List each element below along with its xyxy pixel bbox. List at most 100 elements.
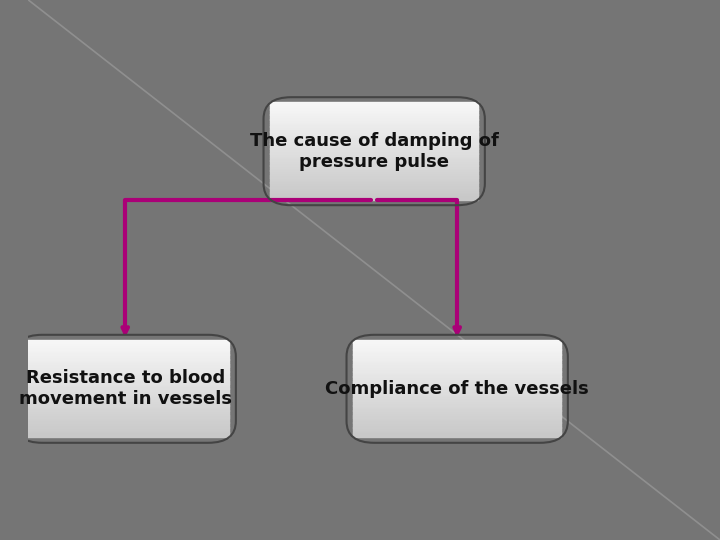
Bar xyxy=(22,383,229,387)
Bar xyxy=(354,395,561,399)
Bar xyxy=(22,408,229,410)
Bar xyxy=(271,119,478,122)
Bar xyxy=(22,427,229,430)
Bar xyxy=(354,434,561,437)
Bar xyxy=(354,354,561,357)
Bar xyxy=(354,352,561,355)
Bar xyxy=(22,410,229,413)
Bar xyxy=(354,398,561,401)
Bar xyxy=(22,340,229,342)
Bar xyxy=(22,349,229,352)
Bar xyxy=(354,386,561,389)
Bar xyxy=(22,356,229,360)
Bar xyxy=(271,151,478,153)
Bar xyxy=(271,156,478,159)
Bar xyxy=(271,112,478,114)
Bar xyxy=(271,122,478,124)
Bar xyxy=(354,342,561,345)
Bar xyxy=(271,158,478,161)
Bar xyxy=(22,403,229,406)
Bar xyxy=(354,345,561,348)
Bar xyxy=(271,163,478,166)
Bar xyxy=(271,143,478,146)
Bar xyxy=(354,379,561,381)
Bar xyxy=(22,369,229,372)
Bar xyxy=(354,410,561,413)
Bar xyxy=(22,366,229,369)
Bar xyxy=(22,415,229,418)
Bar xyxy=(271,117,478,119)
Bar xyxy=(354,362,561,364)
Bar xyxy=(22,352,229,355)
Bar xyxy=(271,114,478,117)
Text: Resistance to blood
movement in vessels: Resistance to blood movement in vessels xyxy=(19,369,232,408)
Bar xyxy=(22,424,229,428)
Bar xyxy=(271,105,478,107)
Bar xyxy=(354,427,561,430)
Bar xyxy=(22,430,229,433)
Bar xyxy=(271,167,478,171)
Bar xyxy=(271,126,478,129)
Bar xyxy=(354,356,561,360)
Bar xyxy=(22,342,229,345)
Bar xyxy=(22,432,229,435)
Bar xyxy=(271,160,478,163)
Bar xyxy=(354,420,561,423)
Bar xyxy=(22,413,229,416)
Text: Compliance of the vessels: Compliance of the vessels xyxy=(325,380,589,398)
Bar xyxy=(354,381,561,384)
Bar xyxy=(22,405,229,408)
Bar xyxy=(271,148,478,151)
Bar xyxy=(22,400,229,403)
Bar xyxy=(22,379,229,381)
Bar xyxy=(22,374,229,377)
Bar xyxy=(354,413,561,416)
Bar xyxy=(271,146,478,148)
Bar xyxy=(354,376,561,379)
Bar xyxy=(22,354,229,357)
Bar xyxy=(271,177,478,180)
Bar xyxy=(271,187,478,190)
Bar xyxy=(22,372,229,374)
Bar xyxy=(354,415,561,418)
Text: The cause of damping of
pressure pulse: The cause of damping of pressure pulse xyxy=(250,132,499,171)
Bar xyxy=(354,400,561,403)
Bar xyxy=(354,369,561,372)
Bar xyxy=(354,432,561,435)
Bar xyxy=(354,422,561,426)
Bar xyxy=(22,362,229,364)
Bar xyxy=(354,359,561,362)
Bar xyxy=(22,395,229,399)
Bar xyxy=(271,173,478,176)
Bar xyxy=(354,393,561,396)
Bar xyxy=(271,107,478,110)
Bar xyxy=(22,393,229,396)
Bar xyxy=(22,388,229,391)
Bar xyxy=(271,139,478,141)
Bar xyxy=(354,347,561,350)
Bar xyxy=(354,366,561,369)
Bar xyxy=(22,359,229,362)
Bar xyxy=(271,136,478,139)
Bar xyxy=(354,340,561,342)
Bar xyxy=(22,347,229,350)
Bar xyxy=(22,391,229,394)
Bar xyxy=(22,386,229,389)
Bar xyxy=(271,131,478,134)
Bar xyxy=(271,185,478,187)
Bar xyxy=(271,124,478,127)
Bar xyxy=(354,383,561,387)
Bar xyxy=(271,183,478,185)
Bar xyxy=(271,109,478,112)
Bar xyxy=(354,408,561,410)
Bar xyxy=(354,364,561,367)
Bar xyxy=(354,417,561,420)
Bar xyxy=(271,153,478,156)
Bar xyxy=(271,170,478,173)
Bar xyxy=(22,420,229,423)
Bar xyxy=(22,376,229,379)
Bar xyxy=(354,424,561,428)
Bar xyxy=(22,417,229,420)
Bar xyxy=(271,180,478,183)
Bar xyxy=(354,374,561,377)
